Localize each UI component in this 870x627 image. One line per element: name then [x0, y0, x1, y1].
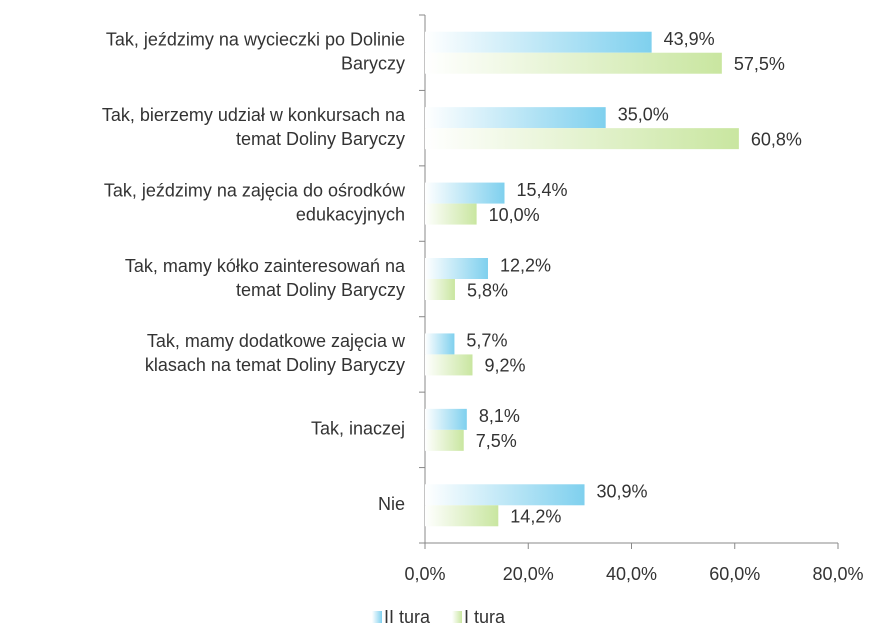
bar	[425, 52, 722, 74]
value-label: 7,5%	[476, 431, 517, 451]
value-label: 14,2%	[510, 507, 561, 527]
bar	[425, 354, 473, 376]
value-label: 15,4%	[517, 180, 568, 200]
bar	[425, 31, 652, 53]
bar	[425, 505, 499, 527]
bar	[425, 258, 488, 279]
bar	[425, 203, 477, 225]
x-tick-label: 40,0%	[606, 564, 657, 584]
value-label: 35,0%	[618, 104, 669, 124]
category-label: Tak, mamy dodatkowe zajęcia w	[147, 331, 406, 351]
bar	[425, 107, 606, 129]
category-label: klasach na temat Doliny Baryczy	[145, 355, 405, 375]
legend-swatch	[452, 611, 462, 623]
category-label: Baryczy	[341, 53, 405, 73]
value-label: 57,5%	[734, 54, 785, 74]
category-label: Tak, jeździmy na zajęcia do ośrodków	[104, 180, 406, 200]
category-label: temat Doliny Baryczy	[236, 129, 405, 149]
legend-label: I tura	[464, 607, 506, 627]
x-tick-label: 0,0%	[404, 564, 445, 584]
value-label: 43,9%	[664, 29, 715, 49]
bar	[425, 279, 455, 300]
category-label: Nie	[378, 494, 405, 514]
bar	[425, 333, 455, 355]
x-tick-label: 60,0%	[709, 564, 760, 584]
x-tick-label: 80,0%	[812, 564, 863, 584]
category-label: temat Doliny Baryczy	[236, 280, 405, 300]
x-tick-label: 20,0%	[503, 564, 554, 584]
value-label: 5,8%	[467, 280, 508, 300]
bar	[425, 408, 467, 430]
value-label: 5,7%	[466, 331, 507, 351]
category-label: Tak, mamy kółko zainteresowań na	[125, 256, 406, 276]
category-label: Tak, inaczej	[311, 419, 405, 439]
category-label: Tak, jeździmy na wycieczki po Dolinie	[106, 29, 405, 49]
legend-label: II tura	[384, 607, 431, 627]
category-label: edukacyjnych	[296, 204, 405, 224]
bar	[425, 128, 739, 150]
bar	[425, 429, 464, 451]
value-label: 8,1%	[479, 406, 520, 426]
value-label: 10,0%	[489, 205, 540, 225]
value-label: 60,8%	[751, 129, 802, 149]
value-label: 9,2%	[484, 356, 525, 376]
bar	[425, 484, 585, 506]
legend-swatch	[372, 611, 382, 623]
category-label: Tak, bierzemy udział w konkursach na	[102, 105, 406, 125]
bar	[425, 182, 505, 204]
value-label: 30,9%	[597, 482, 648, 502]
value-label: 12,2%	[500, 255, 551, 275]
